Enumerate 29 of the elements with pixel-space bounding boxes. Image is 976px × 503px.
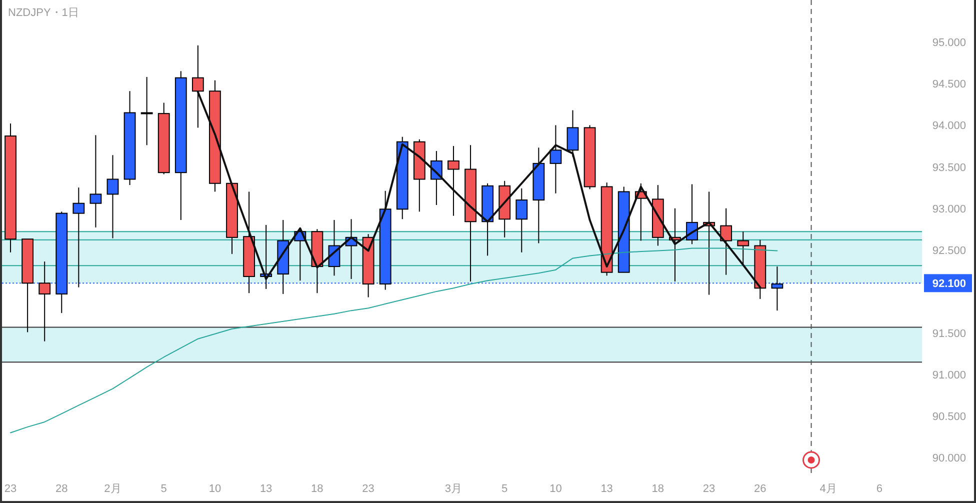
x-tick-label: 26 bbox=[754, 483, 766, 495]
x-tick-label: 23 bbox=[702, 483, 716, 495]
x-tick-label: 23 bbox=[4, 483, 17, 495]
x-tick-label: 10 bbox=[550, 483, 562, 495]
x-tick-label: 18 bbox=[311, 483, 324, 495]
x-tick-label: 23 bbox=[362, 483, 374, 495]
title: NZDJPY・1日 bbox=[8, 7, 79, 19]
x-tick-label: 13 bbox=[260, 483, 272, 495]
x-tick-label: 3月 bbox=[444, 483, 462, 495]
x-tick-label: 18 bbox=[652, 483, 664, 495]
y-tick-label: 91.000 bbox=[932, 370, 966, 382]
x-tick-label: 5 bbox=[160, 483, 167, 495]
x-tick-label: 5 bbox=[502, 483, 508, 495]
x-tick-label: 2月 bbox=[104, 483, 122, 495]
y-tick-label: 90.500 bbox=[932, 411, 966, 424]
y-tick-label: 92.500 bbox=[932, 244, 966, 257]
y-tick-label: 93.000 bbox=[932, 203, 966, 216]
ref-line-label: 92.100 bbox=[932, 278, 966, 290]
x-tick-label: 4月 bbox=[820, 483, 837, 495]
y-tick-label: 90.000 bbox=[932, 452, 966, 465]
y-tick-label: 91.500 bbox=[932, 328, 966, 340]
y-tick-label: 93.500 bbox=[932, 162, 966, 174]
x-tick-label: 6 bbox=[876, 483, 882, 495]
y-tick-label: 94.000 bbox=[932, 120, 966, 132]
x-tick-label: 28 bbox=[56, 483, 68, 495]
y-tick-label: 94.500 bbox=[932, 78, 966, 91]
x-tick-label: 10 bbox=[208, 483, 222, 495]
y-tick-label: 95.000 bbox=[932, 37, 966, 50]
x-tick-label: 13 bbox=[600, 483, 613, 495]
